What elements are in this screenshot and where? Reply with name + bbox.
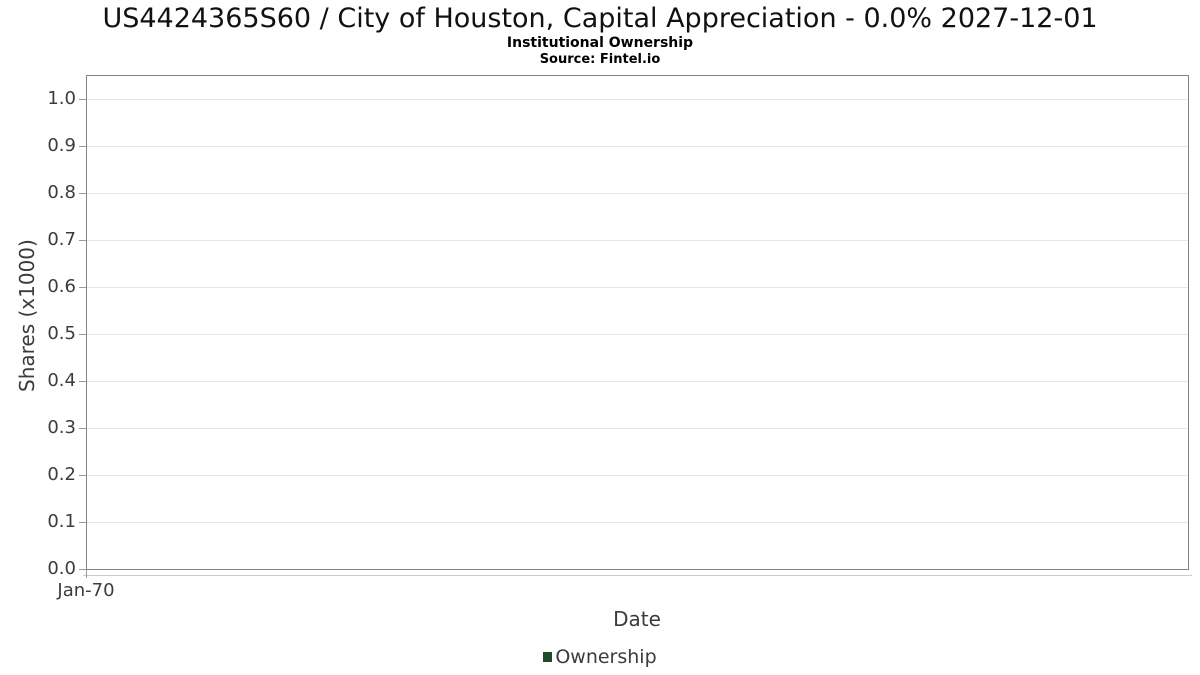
y-gridline xyxy=(87,193,1188,194)
y-tick-label: 0.0 xyxy=(47,558,76,579)
y-tick-mark xyxy=(79,522,86,523)
y-gridline xyxy=(87,475,1188,476)
y-gridline xyxy=(87,99,1188,100)
y-gridline xyxy=(87,381,1188,382)
x-tick-mark xyxy=(86,570,87,578)
y-tick-label: 0.4 xyxy=(47,370,76,391)
y-gridline xyxy=(87,428,1188,429)
y-tick-mark xyxy=(79,334,86,335)
y-tick-mark xyxy=(79,193,86,194)
y-tick-mark xyxy=(79,569,86,570)
y-tick-label: 0.6 xyxy=(47,276,76,297)
y-tick-label: 1.0 xyxy=(47,88,76,109)
chart-subtitle: Institutional Ownership xyxy=(506,35,694,51)
y-tick-mark xyxy=(79,99,86,100)
y-tick-label: 0.8 xyxy=(47,182,76,203)
y-tick-mark xyxy=(79,240,86,241)
y-tick-label: 0.3 xyxy=(47,417,76,438)
y-tick-mark xyxy=(79,381,86,382)
y-tick-mark xyxy=(79,287,86,288)
x-axis-line xyxy=(83,575,1192,576)
y-gridline xyxy=(87,334,1188,335)
chart-source: Source: Fintel.io xyxy=(539,52,661,67)
chart-title: US4424365S60 / City of Houston, Capital … xyxy=(102,3,1098,34)
x-axis-title: Date xyxy=(613,607,661,631)
y-tick-label: 0.9 xyxy=(47,135,76,156)
y-tick-mark xyxy=(79,428,86,429)
y-gridline xyxy=(87,522,1188,523)
y-gridline xyxy=(87,240,1188,241)
legend: Ownership xyxy=(0,646,1200,668)
legend-label: Ownership xyxy=(555,646,657,668)
x-tick-label: Jan-70 xyxy=(57,580,115,601)
y-gridline xyxy=(87,287,1188,288)
plot-area xyxy=(86,75,1189,570)
y-tick-mark xyxy=(79,475,86,476)
legend-swatch-icon xyxy=(543,652,553,662)
y-tick-label: 0.2 xyxy=(47,464,76,485)
y-tick-label: 0.1 xyxy=(47,511,76,532)
y-tick-label: 0.7 xyxy=(47,229,76,250)
y-tick-mark xyxy=(79,146,86,147)
y-tick-label: 0.5 xyxy=(47,323,76,344)
legend-item-ownership[interactable]: Ownership xyxy=(543,646,657,668)
y-gridline xyxy=(87,146,1188,147)
